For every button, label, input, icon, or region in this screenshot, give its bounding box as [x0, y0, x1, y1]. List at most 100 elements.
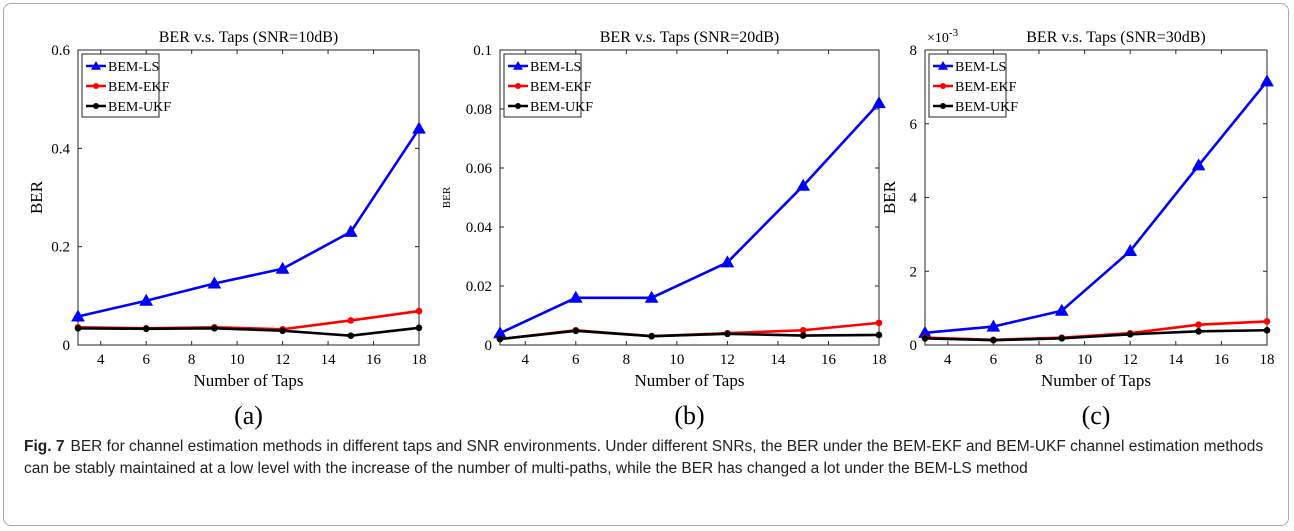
- x-tick-label: 4: [97, 352, 105, 368]
- y-tick-label: 0: [485, 338, 493, 354]
- legend-swatch-marker: [940, 83, 946, 89]
- data-point-bem-ukf: [724, 330, 731, 338]
- data-point-bem-ukf: [1126, 331, 1134, 338]
- x-tick-label: 18: [1260, 352, 1275, 368]
- y-tick-label: 0: [910, 338, 918, 354]
- x-tick-label: 12: [1123, 352, 1138, 368]
- series-line-bem-ekf: [77, 309, 420, 331]
- series-line-bem-ls: [499, 102, 880, 335]
- panel-label: (a): [234, 401, 263, 430]
- chart-title: BER v.s. Taps (SNR=30dB): [1026, 29, 1205, 46]
- y-tick-label: 4: [910, 191, 918, 207]
- y-axis-label: BER: [27, 180, 46, 214]
- legend-swatch-marker: [93, 83, 99, 89]
- y-tick-label: 0.2: [51, 240, 70, 256]
- series-line-bem-ukf: [499, 329, 880, 341]
- series-line-bem-ukf: [77, 326, 420, 337]
- chart-panel-2: 4 6 8 10 12 14 16 18 0 0.02 0.04 0.06 0.08 0.1 BER v.s…: [441, 29, 887, 430]
- data-point-bem-ls: [275, 261, 290, 274]
- chart-panel-1: 4 6 8 10 12 14 16 18 0 0.2 0.4 0.6 BER v.s. Taps (SN…: [27, 29, 427, 430]
- x-axis-label: Number of Taps: [635, 371, 745, 390]
- data-point-bem-ls: [139, 293, 154, 306]
- legend-swatch-marker: [91, 61, 101, 70]
- x-tick-label: 6: [142, 352, 150, 368]
- data-point-bem-ls: [412, 121, 426, 134]
- data-point-bem-ukf: [990, 336, 997, 344]
- data-point-bem-ls: [1260, 74, 1274, 87]
- x-tick-label: 12: [720, 352, 735, 368]
- y-tick-label: 0.02: [466, 279, 492, 295]
- data-point-bem-ukf: [1058, 335, 1066, 342]
- data-point-bem-ukf: [921, 335, 929, 342]
- y-axis-multiplier: ×10-3: [927, 27, 959, 46]
- data-point-bem-ls: [343, 224, 358, 237]
- y-tick-label: 0.04: [466, 220, 493, 236]
- legend-label-bem-ls: BEM-LS: [955, 60, 1006, 75]
- data-point-bem-ukf: [648, 332, 655, 340]
- legend-swatch-marker: [93, 103, 99, 109]
- legend-label-bem-ekf: BEM-EKF: [530, 80, 592, 95]
- data-point-bem-ukf: [572, 327, 580, 335]
- data-point-bem-ukf: [799, 332, 807, 339]
- x-tick-label: 18: [872, 352, 887, 368]
- x-tick-label: 16: [1214, 352, 1230, 368]
- y-tick-label: 0.6: [51, 43, 70, 59]
- data-point-bem-ekf: [1263, 318, 1271, 325]
- data-point-bem-ls: [71, 309, 85, 322]
- data-point-bem-ukf: [1263, 326, 1271, 334]
- x-axis-label: Number of Taps: [1041, 371, 1151, 390]
- caption-label: Fig. 7: [24, 438, 65, 455]
- x-tick-label: 10: [1077, 352, 1092, 368]
- x-tick-label: 14: [770, 352, 786, 368]
- data-point-bem-ekf: [1195, 321, 1202, 329]
- data-point-bem-ls: [644, 290, 659, 303]
- data-point-bem-ekf: [415, 307, 423, 315]
- legend-label-bem-ekf: BEM-EKF: [955, 80, 1017, 95]
- plot-area-frame: [77, 49, 420, 346]
- chart-title: BER v.s. Taps (SNR=20dB): [600, 29, 779, 46]
- x-tick-label: 12: [275, 352, 290, 368]
- y-tick-label: 8: [910, 43, 918, 59]
- x-tick-label: 8: [623, 352, 631, 368]
- data-point-bem-ekf: [875, 319, 883, 327]
- legend-label-bem-ukf: BEM-UKF: [530, 100, 593, 115]
- y-multiplier-base: ×10: [927, 31, 949, 46]
- data-point-bem-ekf: [799, 326, 807, 334]
- data-point-bem-ukf: [347, 332, 355, 339]
- figure-frame: [3, 3, 1289, 526]
- data-point-bem-ls: [1191, 158, 1206, 171]
- legend-label-bem-ls: BEM-LS: [530, 60, 581, 75]
- legend-swatch-marker: [513, 61, 523, 70]
- legend-swatch-marker: [515, 103, 521, 109]
- x-tick-label: 14: [1168, 352, 1184, 368]
- legend: BEM-LS BEM-EKF BEM-UKF: [81, 53, 171, 118]
- data-point-bem-ls: [568, 290, 583, 303]
- data-point-bem-ukf: [142, 325, 150, 333]
- chart-panel-3: 4 6 8 10 12 14 16 18 0 2 4 6 8 BER v.s. Taps (SNR=30d…: [880, 27, 1275, 430]
- x-tick-label: 10: [669, 352, 684, 368]
- legend: BEM-LS BEM-EKF BEM-UKF: [503, 53, 593, 118]
- legend: BEM-LS BEM-EKF BEM-UKF: [928, 53, 1018, 118]
- data-point-bem-ls: [986, 319, 1001, 332]
- panel-label: (c): [1082, 401, 1111, 430]
- x-tick-label: 18: [412, 352, 427, 368]
- y-axis-label: BER: [880, 180, 899, 214]
- data-point-bem-ukf: [875, 331, 883, 339]
- y-tick-label: 0: [63, 338, 71, 354]
- x-tick-label: 10: [230, 352, 245, 368]
- caption-text: BER for channel estimation methods in di…: [24, 438, 1264, 477]
- legend-swatch-marker: [938, 61, 948, 70]
- y-multiplier-exponent: -3: [949, 27, 959, 39]
- legend-label-bem-ls: BEM-LS: [108, 60, 159, 75]
- x-tick-label: 6: [572, 352, 580, 368]
- x-tick-label: 6: [990, 352, 998, 368]
- y-tick-label: 0.08: [466, 102, 492, 118]
- data-point-bem-ukf: [1195, 328, 1202, 335]
- data-point-bem-ekf: [347, 317, 355, 324]
- panel-label: (b): [674, 401, 704, 430]
- y-tick-label: 0.06: [466, 161, 493, 177]
- x-tick-label: 4: [522, 352, 530, 368]
- y-tick-label: 2: [910, 264, 918, 280]
- x-tick-label: 16: [821, 352, 837, 368]
- data-point-bem-ukf: [496, 335, 504, 343]
